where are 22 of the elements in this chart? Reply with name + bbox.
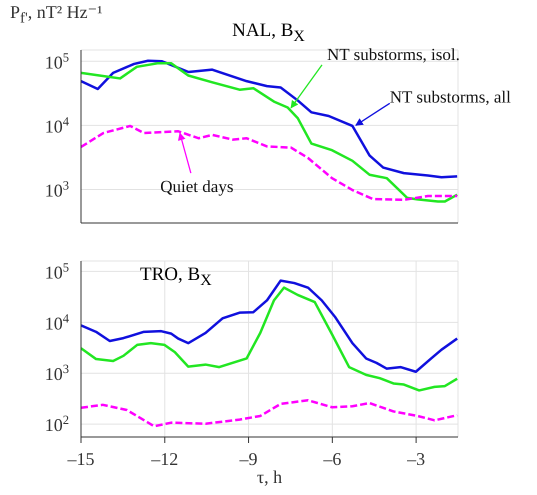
y-tick-label: 10$^{5}$ (44, 50, 69, 72)
y-tick-label: 10$^{3}$ (44, 178, 69, 200)
y-tick-label: 10$^{5}$ (44, 260, 69, 282)
annotation: NT substorms, isol. (327, 44, 460, 64)
chart-title: NAL, B$_{X}$ (232, 20, 305, 45)
y-tick-label: 10$^{4}$ (44, 114, 70, 136)
annotation: NT substorms, all (390, 87, 512, 106)
y-tick-label: 10$^{4}$ (44, 311, 70, 334)
x-axis-title: τ, h (256, 467, 282, 487)
y-axis-title: P$_{f'}$, nT² Hz⁻¹ (10, 2, 102, 28)
y-tick-label: 10$^{3}$ (44, 362, 69, 384)
x-tick-label: –12 (150, 449, 178, 469)
line-series (81, 124, 458, 202)
x-tick-label: –9 (238, 449, 258, 469)
chart-title: TRO, B$_{X}$ (140, 264, 213, 290)
annotation: Quiet days (160, 177, 234, 196)
x-tick-label: –15 (66, 449, 94, 469)
y-tick-label: 10$^{2}$ (44, 413, 69, 436)
x-tick-label: –6 (322, 449, 342, 469)
line-series (81, 399, 458, 428)
line-series (81, 286, 458, 392)
x-tick-label: –3 (406, 449, 426, 469)
